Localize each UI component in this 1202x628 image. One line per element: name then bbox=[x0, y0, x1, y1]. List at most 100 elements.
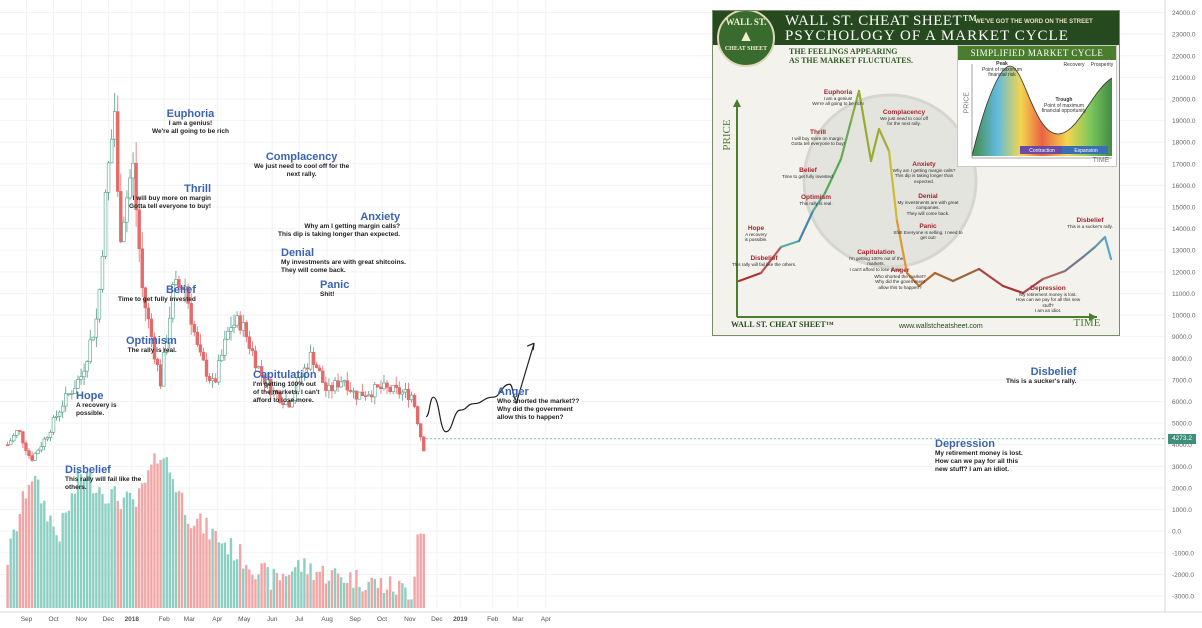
annotation-capitulation: Capitulation I'm getting 100% out of the … bbox=[253, 369, 320, 405]
y-tick-label: 23000.0 bbox=[1172, 32, 1196, 39]
volume-bar bbox=[89, 471, 92, 608]
volume-bar bbox=[297, 560, 300, 608]
annotation-body: A recovery is possible. bbox=[76, 402, 117, 417]
candle-body bbox=[155, 358, 160, 365]
volume-bar bbox=[235, 559, 239, 608]
x-tick-label: Sep bbox=[349, 616, 361, 623]
volume-bar bbox=[419, 533, 422, 608]
candle-body bbox=[171, 284, 175, 319]
volume-bar bbox=[343, 582, 346, 608]
x-tick-label: Apr bbox=[541, 616, 552, 623]
volume-bar bbox=[202, 533, 205, 608]
volume-bar bbox=[251, 574, 254, 608]
candle-body bbox=[198, 344, 203, 353]
candle-body bbox=[143, 287, 147, 309]
projection-arrow-line bbox=[515, 342, 535, 404]
volume-bar bbox=[327, 580, 331, 608]
volume-bar bbox=[46, 521, 49, 608]
candle-body bbox=[354, 390, 359, 400]
candle-body bbox=[293, 391, 297, 401]
volume-bar bbox=[272, 568, 276, 608]
volume-bar bbox=[6, 564, 9, 608]
volume-bar bbox=[229, 538, 233, 608]
projection-path bbox=[425, 383, 517, 433]
candle-body bbox=[119, 191, 123, 243]
candle-body bbox=[366, 394, 371, 397]
volume-bar bbox=[101, 494, 104, 608]
inset-label-anger: Anger Who shorted the market? Why did the… bbox=[865, 267, 935, 290]
x-tick-label: Apr bbox=[212, 616, 223, 623]
y-tick-label: -1000.0 bbox=[1172, 550, 1194, 557]
inset-label-body: A recovery is possible. bbox=[744, 232, 768, 243]
sm-cycle-area bbox=[972, 66, 1112, 156]
y-tick-label: 17000.0 bbox=[1172, 161, 1196, 168]
volume-bar bbox=[275, 572, 279, 608]
inset-label-panic: Panic Shit! Everyone is selling. I need t… bbox=[893, 223, 963, 241]
annotation-hope: Hope A recovery is possible. bbox=[76, 390, 117, 418]
volume-bar bbox=[12, 529, 15, 608]
inset-label-euphoria: Euphoria I am a genius! We're all going t… bbox=[803, 89, 873, 107]
volume-bar bbox=[336, 573, 340, 608]
volume-bar bbox=[346, 583, 349, 608]
annotation-body: My investments are with great shitcoins.… bbox=[281, 259, 406, 274]
inset-label-body: This rally will fail like the others. bbox=[731, 262, 797, 267]
inset-label-title: Belief bbox=[799, 167, 817, 174]
volume-bar bbox=[238, 544, 242, 608]
inset-cycle-segment bbox=[1041, 269, 1067, 281]
inset-tagline: WE'VE GOT THE WORD ON THE STREET bbox=[975, 19, 1093, 25]
candle-body bbox=[109, 138, 114, 164]
inset-cycle-segment bbox=[933, 271, 955, 283]
volume-bar bbox=[193, 525, 196, 608]
inset-cycle-segment bbox=[977, 267, 1005, 288]
volume-bar bbox=[226, 554, 230, 608]
volume-bar bbox=[266, 567, 269, 608]
inset-label-body: My investments are with great companies.… bbox=[897, 200, 959, 216]
volume-bar bbox=[385, 589, 389, 608]
inset-price-axis-label: PRICE bbox=[721, 119, 733, 151]
volume-bar bbox=[76, 470, 80, 608]
volume-bar bbox=[324, 583, 328, 608]
volume-bar bbox=[407, 599, 410, 608]
volume-bar bbox=[82, 480, 86, 608]
annotation-title: Depression bbox=[935, 438, 995, 450]
candle-body bbox=[385, 382, 389, 388]
candle-body bbox=[360, 391, 365, 397]
annotation-title: Capitulation bbox=[253, 369, 317, 381]
candle-body bbox=[269, 379, 273, 396]
annotation-panic: Panic Shit! bbox=[320, 279, 349, 299]
psychology-inset: WALL ST. ▲ CHEAT SHEET WALL ST. CHEAT SH… bbox=[712, 10, 1120, 336]
candlesticks bbox=[5, 93, 426, 463]
candle-body bbox=[217, 360, 221, 383]
y-tick-label: 16000.0 bbox=[1172, 183, 1196, 190]
candle-body bbox=[85, 361, 89, 372]
y-tick-label: 9000.0 bbox=[1172, 334, 1192, 341]
peak-label: Peak Point of maximum financial risk bbox=[982, 61, 1023, 78]
volume-bar bbox=[30, 481, 34, 608]
x-tick-label: Dec bbox=[431, 616, 443, 623]
trough-label: Trough Point of maximum financial opportu… bbox=[1041, 97, 1087, 114]
projection-layer bbox=[425, 342, 1165, 440]
inset-cycle-segment bbox=[1103, 235, 1113, 261]
volume-bar bbox=[410, 599, 413, 608]
volume-bar bbox=[177, 491, 181, 608]
inset-cycle-segment bbox=[869, 127, 881, 163]
volume-bar bbox=[85, 472, 89, 608]
inset-cycle-segment bbox=[877, 127, 891, 153]
inset-label-body: This is a sucker's rally. bbox=[1067, 224, 1113, 229]
inset-label-title: Euphoria bbox=[823, 89, 853, 96]
candle-body bbox=[339, 381, 343, 388]
y-tick-label: 8000.0 bbox=[1172, 356, 1192, 363]
volume-bar bbox=[110, 489, 113, 608]
volume-bar bbox=[119, 509, 123, 608]
inset-label-anxiety: Anxiety Why am I getting margin calls? Th… bbox=[889, 161, 959, 184]
volume-bar bbox=[141, 483, 144, 608]
volume-bar bbox=[67, 510, 70, 608]
x-tick-label: Oct bbox=[48, 616, 58, 623]
volume-bar bbox=[278, 580, 282, 608]
candle-body bbox=[388, 387, 392, 392]
inset-subtitle: THE FEELINGS APPEARING AS THE MARKET FLU… bbox=[789, 47, 914, 65]
candle-body bbox=[57, 411, 62, 417]
inset-label-depression: Depression My retirement money is lost. H… bbox=[1013, 285, 1083, 313]
candle-body bbox=[15, 430, 19, 436]
volume-bar bbox=[205, 517, 208, 608]
